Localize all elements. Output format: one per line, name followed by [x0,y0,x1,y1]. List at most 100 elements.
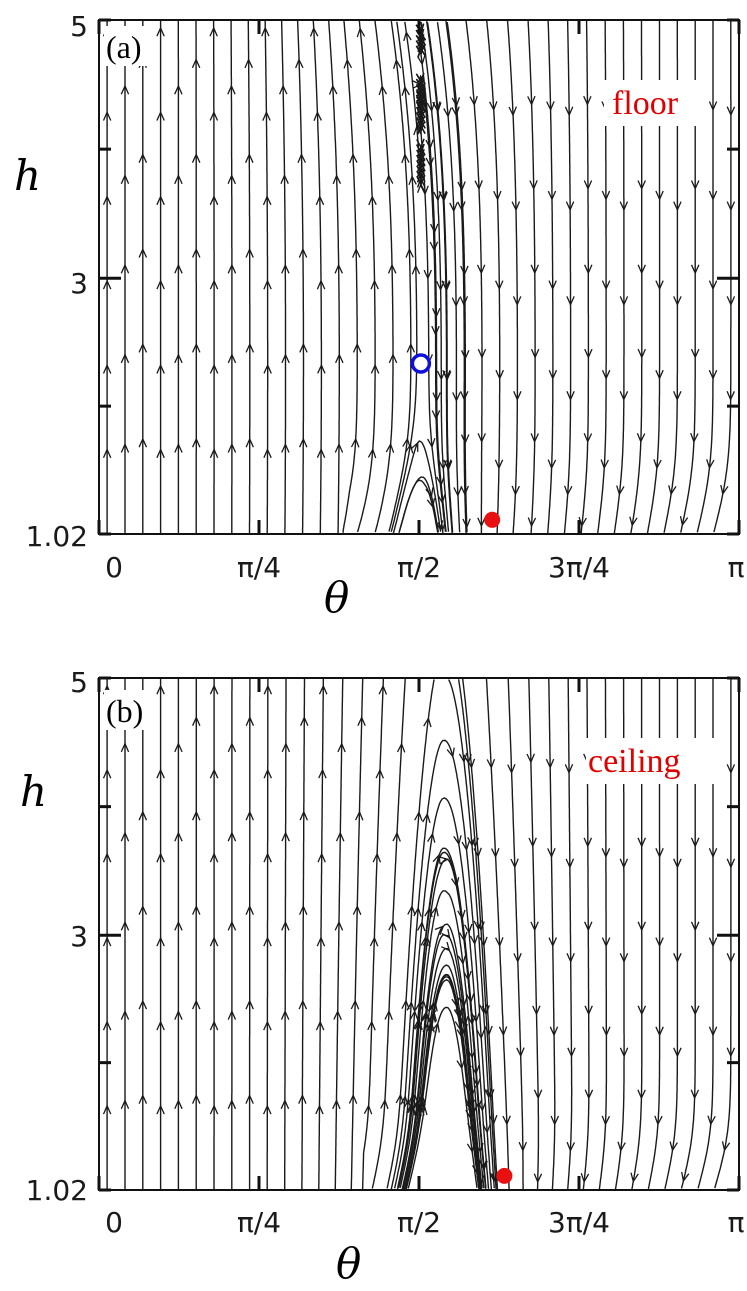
flow-arrow [477,348,487,359]
flow-arrow [430,905,439,917]
flow-arrow [457,954,467,966]
flow-arrow [433,102,442,113]
flow-arrow [477,1101,487,1113]
flow-arrow [619,296,629,307]
streamline [465,20,483,534]
flow-arrow [426,497,436,509]
flow-arrow [245,904,254,915]
flow-arrow [434,925,445,935]
flow-arrow [437,370,446,381]
flow-arrow [318,768,327,779]
streamline [485,678,510,1190]
flow-arrow [138,342,148,353]
flow-arrow [630,1172,639,1183]
flow-arrow [387,263,397,274]
flow-arrow [493,190,502,201]
flow-arrow [309,26,319,37]
flow-arrow [412,1019,422,1030]
flow-arrow [431,410,441,421]
flow-arrow [316,447,326,459]
flow-arrow [335,831,345,842]
flow-arrow [192,999,201,1010]
flow-arrow [476,1174,485,1185]
flow-arrow [619,201,629,212]
flow-arrow [335,353,344,364]
flow-arrow [481,1005,490,1016]
flow-arrow [584,921,593,932]
flow-arrow [548,369,558,380]
flow-arrow [402,437,411,448]
flow-arrow [578,516,587,528]
flow-arrow [548,280,557,291]
flow-arrow [318,684,328,695]
flow-arrow [508,106,518,117]
flow-arrow [530,921,539,932]
flow-arrow [280,173,289,185]
flow-arrow [464,923,473,935]
streamline [548,678,556,1190]
flow-arrow [432,853,441,865]
flow-arrow [156,447,165,459]
flow-arrow [209,1104,219,1115]
flow-arrow [726,858,736,869]
flow-arrow [467,836,476,847]
flow-arrow [192,247,201,258]
flow-arrow [138,999,148,1010]
flow-arrow [412,80,423,89]
flow-arrow [726,764,736,775]
flow-arrow [619,1047,629,1058]
flow-arrow [655,937,664,948]
flow-arrow [102,110,112,121]
annotation-bg [586,738,722,784]
flow-arrow [263,363,272,374]
flow-arrow [477,517,486,528]
saddle-point-marker [410,353,432,374]
streamline [296,20,305,534]
flow-arrow [547,459,557,470]
flow-arrow [461,840,470,852]
flow-arrow [102,279,112,290]
streamline [506,20,519,534]
flow-arrow [209,768,219,779]
flow-arrow [317,852,326,863]
flow-arrow [245,715,255,726]
flow-arrow [316,936,326,947]
flow-arrow [406,342,416,353]
flow-arrow [654,1115,663,1126]
flow-arrow [174,1099,183,1110]
flow-arrow [363,1104,373,1115]
flow-arrow [482,1123,491,1134]
flow-arrow [489,101,498,112]
flow-arrow [655,1026,664,1037]
flow-arrow [406,1103,415,1114]
flow-arrow [530,264,539,275]
flow-arrow [427,832,436,843]
flow-arrow [414,810,423,822]
panel-b: (b) ceiling 5 3 1.02 0 π/4 π/2 3π/4 π h … [20,666,745,1288]
streamline [398,479,439,533]
flow-arrow [384,1009,393,1020]
flow-arrow [156,279,165,290]
flow-arrow [466,758,476,769]
flow-arrow [174,173,183,185]
flow-arrow [102,852,112,863]
flow-arrow [138,1093,148,1104]
flow-arrow [401,999,410,1010]
flow-arrow [467,1122,476,1133]
flow-arrow [315,1104,324,1115]
flow-arrow [332,1098,341,1110]
flow-arrow [475,1142,484,1154]
flow-arrow [446,747,455,759]
flow-arrow [530,348,540,359]
flow-arrow [467,1048,476,1060]
flow-arrow [352,342,362,353]
flow-arrow [466,1142,476,1153]
flow-arrow [281,831,290,842]
flow-arrow [583,433,593,444]
streamline [563,20,572,534]
flow-arrow [102,768,112,779]
annotation-floor: floor [612,85,679,122]
flow-arrow [584,264,593,275]
flow-arrow [433,191,442,202]
